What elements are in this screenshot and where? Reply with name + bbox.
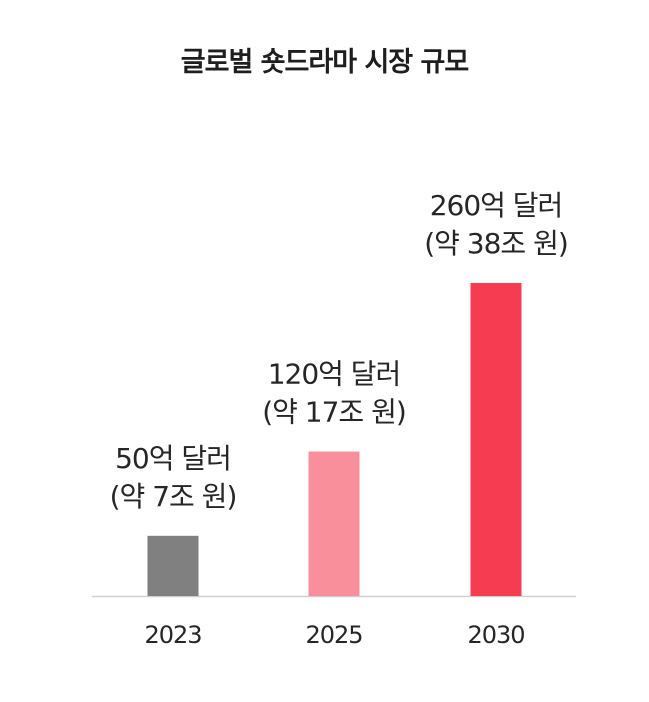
chart-title: 글로벌 숏드라마 시장 규모 (180, 47, 469, 78)
data-label-2030-line1: 260억 달러 (430, 189, 563, 222)
data-label-2030-line2: (약 38조 원) (424, 227, 568, 260)
x-tick-label-2030: 2030 (467, 621, 524, 649)
data-label-2023-line1: 50억 달러 (115, 442, 231, 475)
bar-2023 (147, 535, 199, 596)
data-label-2025-line2: (약 17조 원) (262, 396, 406, 429)
x-tick-label-2023: 2023 (144, 621, 201, 649)
bar-2030 (470, 283, 522, 596)
bar-2025 (308, 451, 360, 596)
data-label-2023-line2: (약 7조 원) (110, 480, 237, 513)
x-tick-label-2025: 2025 (305, 621, 362, 649)
data-label-2025-line1: 120억 달러 (268, 358, 401, 391)
